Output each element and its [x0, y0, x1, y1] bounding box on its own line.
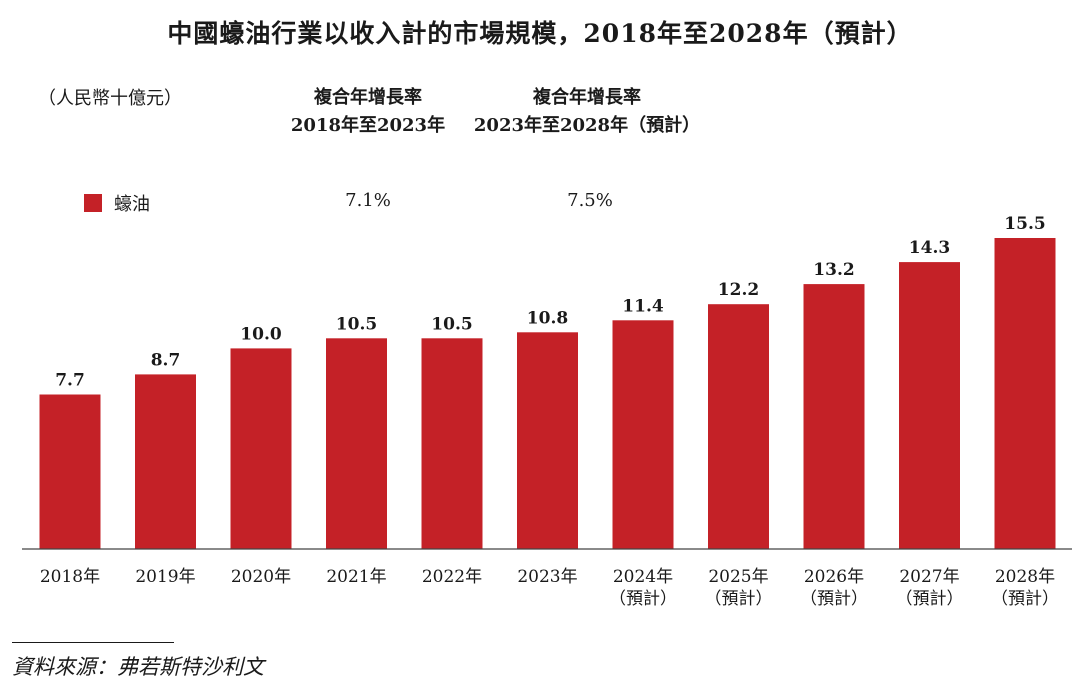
- cagr-value-2018-2023: 7.1%: [345, 190, 391, 211]
- bar-value-label: 15.5: [1004, 214, 1045, 234]
- cagr-header-2023-2028: 複合年增長率 2023年至2028年（預計）: [462, 84, 712, 140]
- cagr-header-line1: 複合年增長率: [314, 87, 422, 108]
- x-tick-label: 2022年: [422, 567, 482, 587]
- x-tick-label: 2021年: [326, 567, 386, 587]
- bar-value-label: 10.8: [527, 308, 568, 328]
- bar-value-label: 13.2: [813, 260, 854, 280]
- bar-6: [612, 320, 674, 549]
- source-divider: [12, 642, 174, 643]
- source-note: 資料來源：弗若斯特沙利文: [12, 655, 264, 679]
- bar-chart: 7.7 2018年 8.7 2019年 10.0 2020年 10.5 2021年 10.5 20…: [22, 214, 1072, 609]
- chart-title: 中國蠔油行業以收入計的市場規模，2018年至2028年（預計）: [167, 19, 913, 48]
- cagr-value-2023-2028: 7.5%: [567, 190, 613, 211]
- x-tick-label: 2024年: [613, 567, 673, 587]
- bar-10: [994, 238, 1056, 549]
- bar-7: [708, 304, 769, 549]
- x-tick-label: 2020年: [231, 567, 291, 587]
- x-tick-label: 2028年: [995, 567, 1055, 587]
- bar-5: [517, 332, 578, 549]
- cagr-header-line1: 複合年增長率: [533, 87, 641, 108]
- bar-value-label: 10.0: [240, 324, 282, 344]
- x-tick-sublabel: （預計）: [705, 589, 773, 609]
- cagr-header-line2: 2018年至2023年: [290, 115, 446, 136]
- bar-8: [803, 284, 865, 549]
- x-tick-sublabel: （預計）: [991, 589, 1059, 609]
- bar-9: [899, 262, 960, 549]
- legend: 蠔油: [84, 190, 150, 216]
- legend-label: 蠔油: [114, 194, 150, 215]
- bar-1: [135, 374, 196, 549]
- legend-swatch: [84, 194, 102, 212]
- x-tick-label: 2025年: [708, 567, 768, 587]
- bar-value-label: 10.5: [336, 314, 377, 334]
- bar-value-label: 14.3: [909, 238, 950, 258]
- x-tick-label: 2026年: [804, 567, 864, 587]
- cagr-header-2018-2023: 複合年增長率 2018年至2023年: [283, 84, 453, 140]
- bar-value-label: 7.7: [55, 371, 85, 391]
- x-tick-label: 2023年: [517, 567, 577, 587]
- bar-value-label: 11.4: [622, 296, 664, 316]
- x-tick-sublabel: （預計）: [800, 589, 868, 609]
- x-tick-label: 2027年: [899, 567, 959, 587]
- bar-0: [39, 394, 101, 549]
- x-tick-label: 2018年: [40, 567, 100, 587]
- x-tick-sublabel: （預計）: [609, 589, 677, 609]
- x-tick-sublabel: （預計）: [896, 589, 964, 609]
- x-tick-label: 2019年: [135, 567, 195, 587]
- bar-value-label: 8.7: [151, 350, 181, 370]
- bar-4: [421, 338, 483, 549]
- bar-2: [230, 348, 292, 549]
- unit-label: （人民幣十億元）: [38, 88, 182, 109]
- bar-value-label: 10.5: [431, 314, 472, 334]
- bar-value-label: 12.2: [718, 280, 759, 300]
- bar-3: [326, 338, 387, 549]
- cagr-header-line2: 2023年至2028年（預計）: [473, 115, 701, 136]
